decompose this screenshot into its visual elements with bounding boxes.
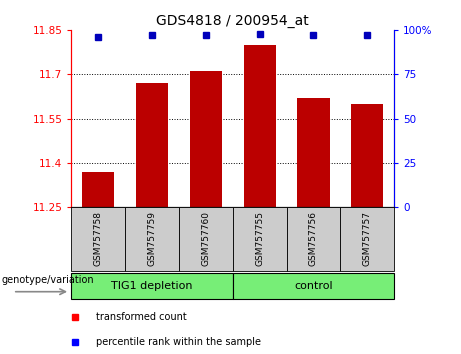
Bar bbox=[136, 83, 168, 207]
Text: transformed count: transformed count bbox=[96, 312, 187, 322]
Text: control: control bbox=[294, 281, 333, 291]
Title: GDS4818 / 200954_at: GDS4818 / 200954_at bbox=[156, 14, 309, 28]
Bar bbox=[125, 207, 179, 271]
Text: GSM757755: GSM757755 bbox=[255, 211, 264, 267]
Text: TIG1 depletion: TIG1 depletion bbox=[112, 281, 193, 291]
Bar bbox=[297, 98, 330, 207]
Bar bbox=[190, 72, 222, 207]
Bar bbox=[233, 207, 287, 271]
Bar bbox=[351, 104, 384, 207]
Bar bbox=[82, 172, 114, 207]
Text: GSM757757: GSM757757 bbox=[363, 211, 372, 267]
Bar bbox=[71, 273, 233, 299]
Bar bbox=[71, 207, 125, 271]
Text: percentile rank within the sample: percentile rank within the sample bbox=[96, 337, 261, 347]
Bar bbox=[243, 45, 276, 207]
Bar bbox=[233, 273, 394, 299]
Text: GSM757759: GSM757759 bbox=[148, 211, 157, 267]
Bar bbox=[179, 207, 233, 271]
Text: GSM757756: GSM757756 bbox=[309, 211, 318, 267]
Bar bbox=[287, 207, 340, 271]
Text: GSM757758: GSM757758 bbox=[94, 211, 103, 267]
Bar bbox=[340, 207, 394, 271]
Text: genotype/variation: genotype/variation bbox=[1, 275, 94, 285]
Text: GSM757760: GSM757760 bbox=[201, 211, 210, 267]
